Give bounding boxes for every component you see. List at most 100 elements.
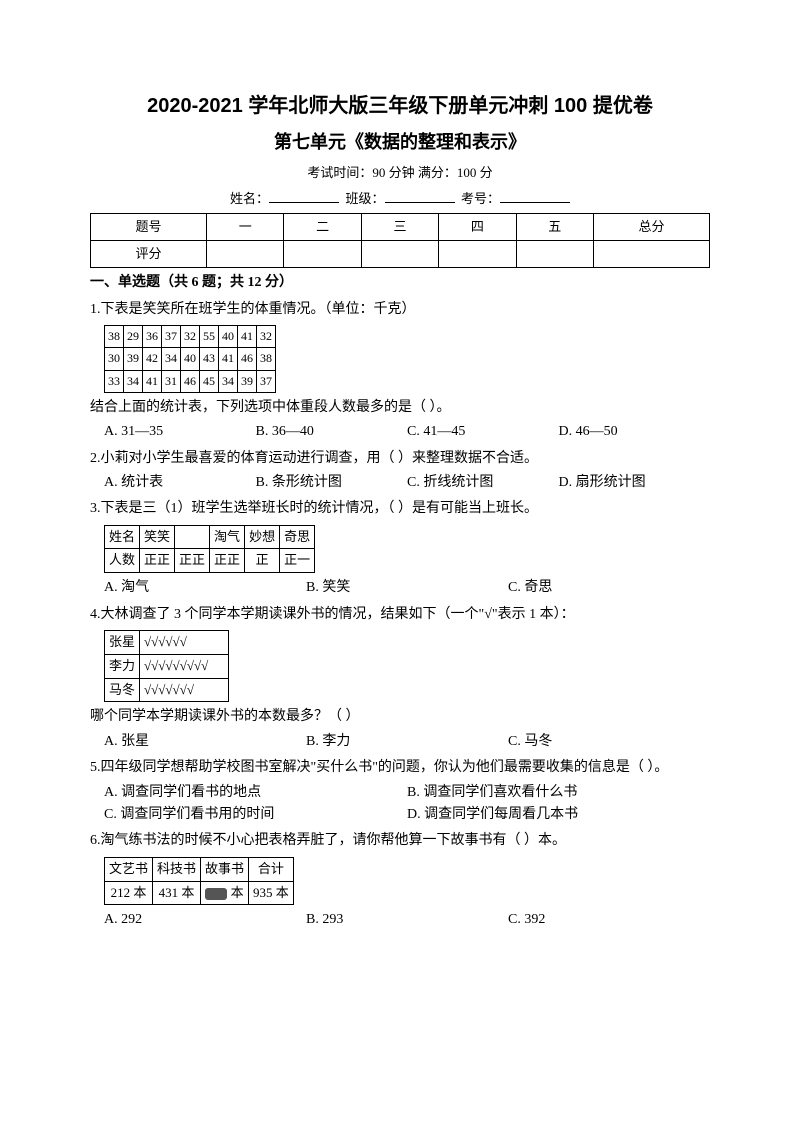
cell: 39 (124, 348, 143, 370)
score-table: 题号 一 二 三 四 五 总分 评分 (90, 213, 710, 268)
q6-opt-a[interactable]: A. 292 (104, 909, 306, 931)
q6-stem: 6.淘气练书法的时候不小心把表格弄脏了，请你帮他算一下故事书有（ ）本。 (90, 830, 710, 852)
page-title: 2020-2021 学年北师大版三年级下册单元冲刺 100 提优卷 (90, 90, 710, 122)
q5-opt-a[interactable]: A. 调查同学们看书的地点 (104, 782, 407, 804)
cell: 姓名 (105, 525, 140, 549)
cell: 40 (219, 326, 238, 348)
q1-opt-b[interactable]: B. 36—40 (256, 421, 408, 443)
q1-stem: 1.下表是笑笑所在班学生的体重情况。（单位：千克） (90, 299, 710, 321)
cell: 正一 (280, 549, 315, 573)
q5-opt-d[interactable]: D. 调查同学们每周看几本书 (407, 804, 710, 826)
q3-opt-c[interactable]: C. 奇思 (508, 577, 710, 599)
cell: √√√√√√√ (140, 678, 229, 702)
cell: 36 (143, 326, 162, 348)
q5-opt-b[interactable]: B. 调查同学们喜欢看什么书 (407, 782, 710, 804)
q4-opt-a[interactable]: A. 张星 (104, 731, 306, 753)
cell: 马冬 (105, 678, 140, 702)
cell: 正正 (210, 549, 245, 573)
q1-after: 结合上面的统计表，下列选项中体重段人数最多的是（ ）。 (90, 397, 710, 419)
score-head: 总分 (593, 214, 709, 241)
score-cell[interactable] (593, 241, 709, 268)
q1-opt-a[interactable]: A. 31—35 (104, 421, 256, 443)
score-head: 二 (284, 214, 361, 241)
score-head: 五 (516, 214, 593, 241)
cell: 文艺书 (105, 857, 153, 881)
score-head: 三 (361, 214, 438, 241)
q3-stem: 3.下表是三（1）班学生选举班长时的统计情况，（ ）是有可能当上班长。 (90, 498, 710, 520)
cell: 故事书 (201, 857, 249, 881)
q2-stem: 2.小莉对小学生最喜爱的体育运动进行调查，用（ ）来整理数据不合适。 (90, 448, 710, 470)
q4-after: 哪个同学本学期读课外书的本数最多？（ ） (90, 706, 710, 728)
cell: 李力 (105, 654, 140, 678)
cell: 34 (162, 348, 181, 370)
score-head: 一 (207, 214, 284, 241)
cell: 29 (124, 326, 143, 348)
score-cell[interactable] (284, 241, 361, 268)
blank-class[interactable] (385, 188, 455, 203)
score-cell[interactable] (516, 241, 593, 268)
cell: 41 (143, 370, 162, 392)
cell: 科技书 (153, 857, 201, 881)
q1-data-table: 382936373255404132 303942344043414638 33… (104, 325, 276, 393)
cell: 212 本 (105, 881, 153, 905)
question-5: 5.四年级同学想帮助学校图书室解决"买什么书"的问题，你认为他们最需要收集的信息… (90, 757, 710, 826)
q1-opt-d[interactable]: D. 46—50 (559, 421, 711, 443)
q4-table: 张星√√√√√√ 李力√√√√√√√√√ 马冬√√√√√√√ (104, 630, 229, 702)
blank-name[interactable] (269, 188, 339, 203)
q4-opt-b[interactable]: B. 李力 (306, 731, 508, 753)
cell: 30 (105, 348, 124, 370)
q4-opt-c[interactable]: C. 马冬 (508, 731, 710, 753)
score-cell[interactable] (207, 241, 284, 268)
q2-opt-a[interactable]: A. 统计表 (104, 472, 256, 494)
score-cell[interactable] (439, 241, 516, 268)
cell: 妙想 (245, 525, 280, 549)
cell: 32 (181, 326, 200, 348)
score-row-label: 评分 (91, 241, 207, 268)
q6-opt-b[interactable]: B. 293 (306, 909, 508, 931)
cell: 笑笑 (140, 525, 175, 549)
cell-smudged: 本 (201, 881, 249, 905)
cell: √√√√√√ (140, 631, 229, 655)
q2-opt-d[interactable]: D. 扇形统计图 (559, 472, 711, 494)
q1-opt-c[interactable]: C. 41—45 (407, 421, 559, 443)
cell: 41 (219, 348, 238, 370)
q2-opt-c[interactable]: C. 折线统计图 (407, 472, 559, 494)
cell: 合计 (249, 857, 294, 881)
score-head: 四 (439, 214, 516, 241)
score-cell[interactable] (361, 241, 438, 268)
q6-opt-c[interactable]: C. 392 (508, 909, 710, 931)
cell: 正 (245, 549, 280, 573)
cell: 正正 (140, 549, 175, 573)
smudge-icon (205, 888, 227, 900)
cell: 淘气 (210, 525, 245, 549)
cell: 32 (257, 326, 276, 348)
cell: √√√√√√√√√ (140, 654, 229, 678)
question-1: 1.下表是笑笑所在班学生的体重情况。（单位：千克） 38293637325540… (90, 299, 710, 444)
cell: 31 (162, 370, 181, 392)
question-6: 6.淘气练书法的时候不小心把表格弄脏了，请你帮他算一下故事书有（ ）本。 文艺书… (90, 830, 710, 931)
blank-no[interactable] (500, 188, 570, 203)
cell: 33 (105, 370, 124, 392)
cell: 37 (257, 370, 276, 392)
section-heading: 一、单选题（共 6 题；共 12 分） (90, 272, 710, 294)
q2-opt-b[interactable]: B. 条形统计图 (256, 472, 408, 494)
q5-opt-c[interactable]: C. 调查同学们看书用的时间 (104, 804, 407, 826)
cell: 34 (219, 370, 238, 392)
cell: 38 (257, 348, 276, 370)
question-2: 2.小莉对小学生最喜爱的体育运动进行调查，用（ ）来整理数据不合适。 A. 统计… (90, 448, 710, 495)
cell: 935 本 (249, 881, 294, 905)
question-3: 3.下表是三（1）班学生选举班长时的统计情况，（ ）是有可能当上班长。 姓名 笑… (90, 498, 710, 599)
q4-stem: 4.大林调查了 3 个同学本学期读课外书的情况，结果如下（一个"√"表示 1 本… (90, 604, 710, 626)
cell: 46 (238, 348, 257, 370)
cell: 人数 (105, 549, 140, 573)
q3-opt-b[interactable]: B. 笑笑 (306, 577, 508, 599)
cell: 431 本 (153, 881, 201, 905)
cell: 奇思 (280, 525, 315, 549)
cell: 46 (181, 370, 200, 392)
q3-table: 姓名 笑笑 淘气 妙想 奇思 人数 正正 正正 正正 正 正一 (104, 525, 315, 574)
q3-opt-a[interactable]: A. 淘气 (104, 577, 306, 599)
label-no: 考号： (461, 191, 500, 206)
q5-stem: 5.四年级同学想帮助学校图书室解决"买什么书"的问题，你认为他们最需要收集的信息… (90, 757, 710, 779)
cell: 34 (124, 370, 143, 392)
cell: 43 (200, 348, 219, 370)
